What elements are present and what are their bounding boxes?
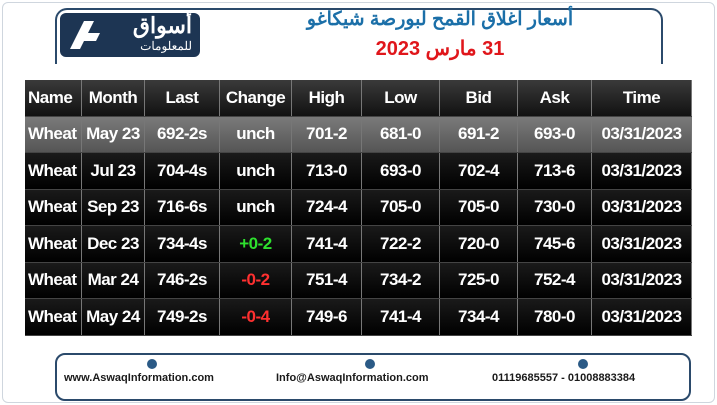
mail-icon <box>365 359 375 369</box>
table-cell: 746-2s <box>145 262 220 298</box>
table-cell: 725-0 <box>440 262 518 298</box>
table-cell: 03/31/2023 <box>592 299 692 335</box>
column-header: Last <box>145 80 220 116</box>
table-cell: 741-4 <box>292 226 362 262</box>
table-cell: 03/31/2023 <box>592 226 692 262</box>
table-row: Wheat May 24 749-2s -0-4 749-6 741-4 734-4 780-… <box>25 299 692 336</box>
logo-name: أسواق <box>132 13 192 38</box>
table-cell: 691-2 <box>440 116 518 152</box>
table-cell: unch <box>220 153 292 189</box>
table-cell: 713-0 <box>292 153 362 189</box>
table-cell: Wheat <box>25 116 82 152</box>
header-row: Name Month Last Change High Low Bid Ask Time <box>25 80 692 117</box>
table-cell: 745-6 <box>518 226 592 262</box>
table-row: Wheat Sep 23 716-6s unch 724-4 705-0 705-0 730-… <box>25 189 692 226</box>
price-table: Name Month Last Change High Low Bid Ask Time Whea… <box>25 80 692 336</box>
table-cell: 681-0 <box>362 116 440 152</box>
table-row: Wheat Dec 23 734-4s +0-2 741-4 722-2 720-0 745-… <box>25 226 692 263</box>
table-cell: May 23 <box>82 116 145 152</box>
phone: 01119685557 - 01008883384 <box>492 372 636 384</box>
title: أسعار اغلاق القمح لبورصة شيكاغو <box>306 9 574 30</box>
table-cell: Wheat <box>25 299 82 335</box>
column-header: Change <box>220 80 292 116</box>
phone-icon <box>578 359 588 369</box>
table-cell: Wheat <box>25 189 82 225</box>
table-cell: 749-6 <box>292 299 362 335</box>
footer-box <box>55 353 691 401</box>
table-cell: 713-6 <box>518 153 592 189</box>
table-cell: 03/31/2023 <box>592 153 692 189</box>
table-cell: 03/31/2023 <box>592 262 692 298</box>
table-cell: 730-0 <box>518 189 592 225</box>
table-cell: 751-4 <box>292 262 362 298</box>
table-cell: 705-0 <box>362 189 440 225</box>
table-cell: 702-4 <box>440 153 518 189</box>
table-cell: Mar 24 <box>82 262 145 298</box>
table-cell: unch <box>220 189 292 225</box>
web-icon <box>147 359 157 369</box>
table-cell: -0-4 <box>220 299 292 335</box>
table-cell: 752-4 <box>518 262 592 298</box>
table-cell: +0-2 <box>220 226 292 262</box>
logo: أسواق للمعلومات <box>60 13 200 57</box>
table-cell: 693-0 <box>362 153 440 189</box>
table-cell: 734-4 <box>440 299 518 335</box>
column-header: Name <box>25 80 82 116</box>
table-cell: Wheat <box>25 153 82 189</box>
table-cell: 734-2 <box>362 262 440 298</box>
column-header: Ask <box>518 80 592 116</box>
table-cell: 705-0 <box>440 189 518 225</box>
column-header: High <box>292 80 362 116</box>
column-header: Low <box>362 80 440 116</box>
table-cell: unch <box>220 116 292 152</box>
table-cell: 693-0 <box>518 116 592 152</box>
table-cell: 722-2 <box>362 226 440 262</box>
header-box <box>55 8 663 64</box>
column-header: Bid <box>440 80 518 116</box>
table-cell: 724-4 <box>292 189 362 225</box>
column-header: Month <box>82 80 145 116</box>
table-cell: 701-2 <box>292 116 362 152</box>
logo-icon <box>70 21 100 49</box>
website: www.AswaqInformation.com <box>64 372 214 384</box>
table-cell: 720-0 <box>440 226 518 262</box>
table-cell: 692-2s <box>145 116 220 152</box>
table-cell: 03/31/2023 <box>592 189 692 225</box>
table-row: Wheat Jul 23 704-4s unch 713-0 693-0 702-4 713-… <box>25 153 692 190</box>
table-cell: 716-6s <box>145 189 220 225</box>
table-cell: Wheat <box>25 226 82 262</box>
table-cell: Wheat <box>25 262 82 298</box>
table-cell: May 24 <box>82 299 145 335</box>
table-cell: Sep 23 <box>82 189 145 225</box>
table-cell: 03/31/2023 <box>592 116 692 152</box>
table-cell: 741-4 <box>362 299 440 335</box>
date: 31 مارس 2023 <box>375 38 505 60</box>
email: Info@AswaqInformation.com <box>276 372 429 384</box>
table-cell: Dec 23 <box>82 226 145 262</box>
table-cell: 749-2s <box>145 299 220 335</box>
table-cell: 780-0 <box>518 299 592 335</box>
table-cell: Jul 23 <box>82 153 145 189</box>
table-row: Wheat Mar 24 746-2s -0-2 751-4 734-2 725-0 752-… <box>25 262 692 299</box>
column-header: Time <box>592 80 692 116</box>
table-row: Wheat May 23 692-2s unch 701-2 681-0 691-2 693-… <box>25 116 692 153</box>
table-cell: 734-4s <box>145 226 220 262</box>
logo-sub: للمعلومات <box>140 39 192 53</box>
table-cell: 704-4s <box>145 153 220 189</box>
table-cell: -0-2 <box>220 262 292 298</box>
